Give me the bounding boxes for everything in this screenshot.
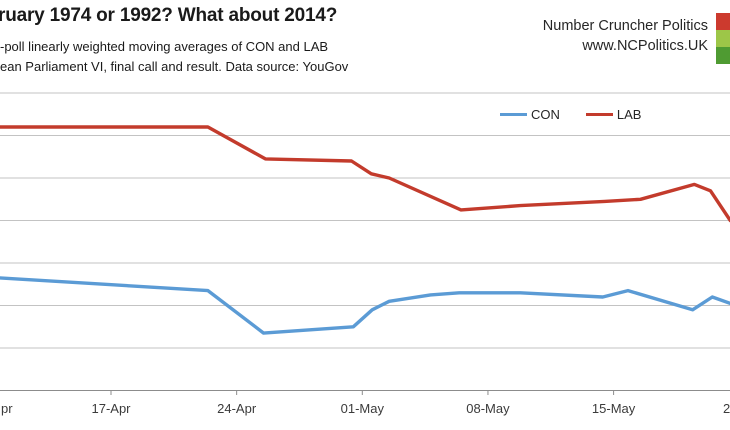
- legend-item-lab: LAB: [585, 107, 642, 122]
- legend-label-lab: LAB: [616, 107, 642, 122]
- con-series-line: [0, 276, 730, 335]
- con-line-swatch-icon: [500, 113, 527, 116]
- brand-name: Number Cruncher Politics: [542, 18, 708, 34]
- x-tick-label: 15-May: [591, 401, 636, 416]
- chart-legend: CON LAB: [500, 107, 641, 122]
- logo-lightgreen-block: [716, 30, 730, 47]
- x-tick-label: 08-May: [466, 401, 510, 416]
- x-tick-label: 17-Apr: [91, 401, 131, 416]
- page-title: ruary 1974 or 1992? What about 2014?: [0, 5, 338, 26]
- chart-subtitle-line1: -poll linearly weighted moving averages …: [0, 39, 329, 54]
- legend-item-con: CON: [500, 107, 560, 122]
- x-tick-label: 01-May: [340, 401, 384, 416]
- logo-red-block: [716, 13, 730, 30]
- brand-url: www.NCPolitics.UK: [582, 38, 708, 54]
- ncp-logo-icon: [716, 13, 730, 64]
- x-tick-label: 24-Apr: [217, 401, 257, 416]
- lab-line-swatch-icon: [585, 113, 613, 116]
- chart-subtitle-line2: ean Parliament VI, final call and result…: [0, 59, 349, 74]
- brand-block: Number Cruncher Politics www.NCPolitics.…: [543, 16, 708, 56]
- x-tick-label-fragment: pr: [1, 401, 13, 416]
- x-tick-label-fragment: 2: [723, 401, 730, 416]
- legend-label-con: CON: [531, 107, 560, 122]
- lab-series-line: [0, 125, 730, 223]
- logo-green-block: [716, 47, 730, 64]
